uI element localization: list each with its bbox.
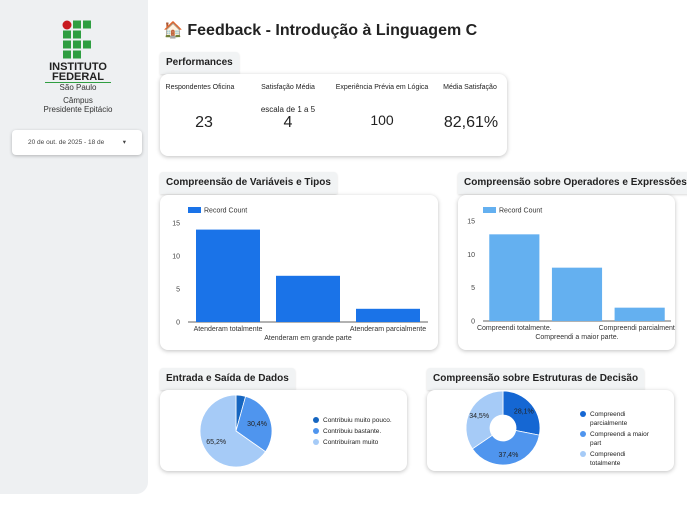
- slice-label: 34,5%: [469, 413, 489, 420]
- x-tick-label: Compreendi parcialmente.: [599, 325, 675, 332]
- logo-mark: [62, 20, 91, 59]
- kpi-value: 4: [283, 114, 293, 131]
- legend-label: Compreendi parcialmente: [590, 411, 628, 427]
- chart-card: 0 5 10 15 Record Count Atenderam totalmente At…: [160, 195, 438, 350]
- pie-slice: [199, 394, 267, 468]
- legend-label: Contribuiu bastante.: [323, 428, 382, 435]
- slice-label: 65,2%: [206, 439, 226, 446]
- chart-title: Compreensão sobre Operadores e Expressõe…: [458, 172, 687, 194]
- date-range-picker[interactable]: 20 de out. de 2025 - 18 de ▾: [12, 130, 142, 155]
- y-tick-label: 10: [172, 254, 180, 261]
- page-title: 🏠 Feedback - Introdução à Linguagem C: [163, 22, 478, 39]
- y-tick-label: 5: [471, 285, 475, 292]
- y-tick-label: 15: [172, 221, 180, 228]
- dropdown-arrow: ▾: [122, 139, 126, 146]
- legend-swatch: [580, 451, 586, 457]
- legend: Compreendi parcialmente Compreendi a maio…: [580, 410, 656, 470]
- kpi-label: Respondentes Oficina: [165, 84, 235, 91]
- slice-label: 37,4%: [498, 452, 518, 459]
- date-range: 20 de out. de 2025 - 18 de: [28, 139, 105, 146]
- legend-label: Compreendi a maior part: [590, 431, 649, 447]
- y-tick-label: 0: [176, 320, 180, 327]
- legend-swatch: [313, 417, 319, 423]
- chart-title: Compreensão sobre Estruturas de Decisão: [427, 368, 645, 390]
- logo-line: Câmpus: [63, 96, 93, 105]
- logo-line: INSTITUTO: [49, 61, 107, 73]
- kpi-value: 23: [195, 114, 213, 131]
- legend-swatch: [483, 207, 496, 213]
- legend-item: Compreendi parcialmente: [580, 410, 656, 428]
- bar: [489, 234, 540, 321]
- bar: [196, 229, 260, 322]
- chart-title: Entrada e Saída de Dados: [160, 368, 295, 390]
- chart: 0 5 10 15 Record Count Compreendi totalmente.…: [467, 207, 681, 341]
- x-tick-label: Atenderam em grande parte: [264, 335, 352, 342]
- legend-item: Contribuiu muito pouco.: [313, 416, 403, 425]
- kpi-label: Média Satisfação: [443, 84, 497, 91]
- chart-card: 0 5 10 15 Record Count Compreendi totalmente.…: [458, 195, 681, 350]
- logo-line: Presidente Epitácio: [43, 105, 113, 114]
- slice-label: 28,1%: [514, 408, 534, 415]
- bar: [276, 275, 340, 322]
- legend-item: Contribuiu bastante.: [313, 427, 403, 436]
- legend-swatch: [580, 411, 586, 417]
- logo-text: INSTITUTO FEDERAL: [30, 61, 126, 83]
- legend-label: Record Count: [204, 208, 247, 215]
- kpi-value: 100: [370, 112, 394, 128]
- legend-item: Compreendi totalmente: [580, 450, 656, 468]
- legend-swatch: [188, 207, 201, 213]
- legend-item: Contribuíram muito: [313, 438, 403, 447]
- x-tick-label: Atenderam totalmente: [194, 326, 263, 333]
- logo-campus: Câmpus Presidente Epitácio: [20, 96, 136, 114]
- slice-label: 30,4%: [247, 421, 267, 428]
- x-tick-label: Compreendi totalmente.: [477, 325, 552, 332]
- pie-slice: [465, 390, 504, 450]
- legend-label: Compreendi totalmente: [590, 451, 626, 467]
- kpi-label: Experiência Prévia em Lógica: [335, 84, 429, 91]
- y-tick-label: 5: [176, 287, 180, 294]
- kpi-subtitle: escala de 1 a 5: [260, 105, 316, 114]
- legend-label: Contribuiu muito pouco.: [323, 417, 392, 424]
- legend-item: Compreendi a maior part: [580, 430, 656, 448]
- kpi-card: Respondentes Oficina 23 Satisfação Média…: [160, 74, 507, 156]
- y-tick-label: 0: [471, 319, 475, 326]
- pie-slice: [471, 430, 540, 466]
- legend-swatch: [313, 428, 319, 434]
- chart-card: 28,1% 37,4% 34,5% Compreendi parcialmente Co…: [427, 390, 674, 471]
- pie-slice: [235, 395, 273, 453]
- legend-label: Record Count: [499, 208, 542, 215]
- bar: [356, 308, 420, 322]
- kpi-label: Satisfação Média: [261, 84, 315, 91]
- pie-slice: [502, 390, 541, 436]
- legend-label: Contribuíram muito: [323, 439, 379, 446]
- legend-swatch: [313, 439, 319, 445]
- section-tab: Performances: [160, 52, 239, 74]
- chart-title: Compreensão de Variáveis e Tipos: [160, 172, 337, 194]
- y-tick-label: 15: [467, 219, 475, 226]
- chart: 28,1% 37,4% 34,5%: [465, 390, 541, 466]
- sidebar: INSTITUTO FEDERAL São Paulo Câmpus Presi…: [0, 0, 148, 494]
- bar: [551, 267, 603, 321]
- logo-sub: São Paulo: [45, 82, 111, 92]
- legend-swatch: [580, 431, 586, 437]
- chart: 30,4% 65,2%: [199, 394, 273, 468]
- logo-line: FEDERAL: [52, 71, 104, 83]
- chart-card: 30,4% 65,2% Contribuiu muito pouco. Contrib…: [160, 390, 407, 471]
- logo-line: São Paulo: [59, 83, 97, 92]
- legend: Contribuiu muito pouco. Contribuiu bastan…: [313, 416, 403, 449]
- x-tick-label: Atenderam parcialmente: [350, 326, 426, 333]
- kpi-value: 82,61%: [443, 114, 499, 131]
- x-tick-label: Compreendi a maior parte.: [535, 334, 618, 341]
- y-tick-label: 10: [467, 252, 475, 259]
- bar: [614, 307, 665, 321]
